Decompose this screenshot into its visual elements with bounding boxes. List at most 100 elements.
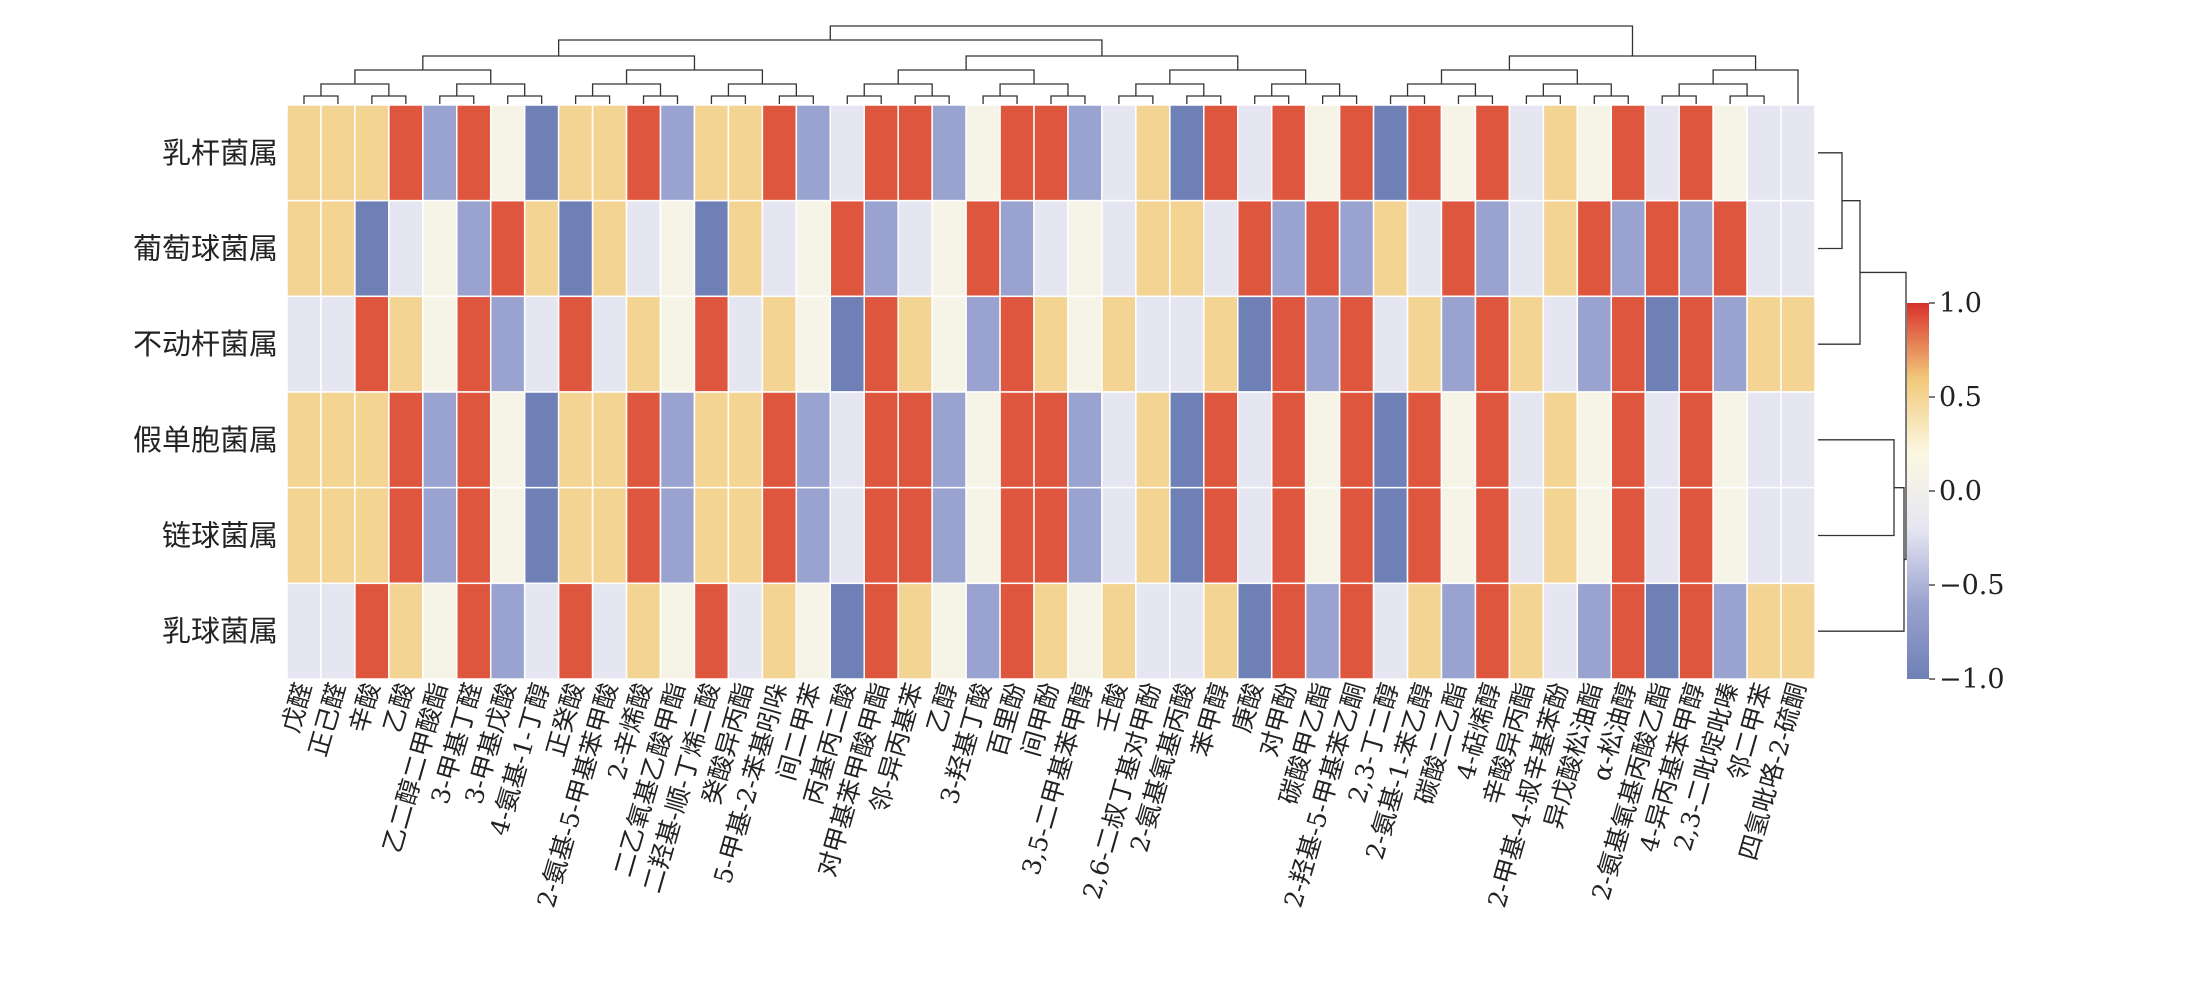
dendrogram-link — [303, 95, 339, 104]
dendrogram-link — [1678, 83, 1748, 96]
heatmap-cell — [761, 582, 798, 680]
dendrogram-link — [557, 39, 1103, 56]
heatmap-cell — [1372, 391, 1409, 489]
heatmap-cell — [999, 486, 1035, 585]
heatmap-cell — [727, 104, 764, 202]
heatmap-cell — [965, 295, 1001, 393]
heatmap-cell — [489, 295, 526, 393]
row-label: 葡萄球菌属 — [133, 232, 278, 266]
dendrogram-link — [710, 95, 747, 104]
heatmap-cell — [557, 391, 594, 489]
heatmap-cell — [591, 391, 628, 489]
heatmap-cell — [829, 199, 865, 298]
heatmap-cell — [1406, 199, 1443, 298]
heatmap-cell — [659, 391, 696, 489]
heatmap-cell — [863, 199, 899, 298]
dendrogram-link — [354, 69, 492, 84]
row-label: 假单胞菌属 — [133, 423, 278, 457]
dendrogram-link — [507, 95, 543, 104]
heatmap-cell — [523, 391, 560, 489]
dendrogram-link — [727, 83, 797, 96]
heatmap-cell — [863, 486, 899, 585]
heatmap-cell — [1169, 391, 1205, 489]
dendrogram-link — [914, 95, 950, 104]
heatmap-cell — [1203, 104, 1239, 202]
heatmap-cell — [1067, 104, 1103, 202]
heatmap-cell — [489, 104, 526, 202]
heatmap-cell — [965, 391, 1001, 489]
heatmap-cell — [795, 486, 832, 585]
heatmap-cell — [320, 104, 356, 202]
heatmap-cell — [1135, 582, 1171, 680]
dendrogram-link — [829, 25, 1634, 56]
heatmap-cell — [1678, 391, 1714, 489]
heatmap-cell — [999, 104, 1035, 202]
heatmap-cell — [897, 391, 933, 489]
heatmap-cell — [897, 199, 933, 298]
heatmap-cell — [1067, 582, 1103, 680]
dendrogram-link — [1169, 69, 1307, 84]
heatmap-cell — [965, 199, 1001, 298]
heatmap-cell — [1101, 582, 1137, 680]
heatmap-cell — [591, 295, 628, 393]
heatmap-cell — [1372, 104, 1409, 202]
heatmap-cell — [1270, 199, 1307, 298]
heatmap-cell — [1644, 199, 1680, 298]
heatmap-cell — [1712, 391, 1748, 489]
dendrogram-link — [1818, 439, 1895, 537]
heatmap-cell — [320, 199, 356, 298]
heatmap-cell — [693, 582, 730, 680]
heatmap-cell — [1542, 295, 1579, 393]
heatmap-cell — [557, 199, 594, 298]
heatmap-cell — [1746, 104, 1782, 202]
heatmap-cell — [1101, 391, 1137, 489]
heatmap-cell — [354, 199, 390, 298]
heatmap-cell — [1644, 391, 1680, 489]
heatmap-cell — [829, 486, 865, 585]
heatmap-cell — [1067, 295, 1103, 393]
heatmap-cell — [1712, 295, 1748, 393]
dendrogram-link — [778, 95, 814, 104]
heatmap-cell — [795, 582, 832, 680]
heatmap-cell — [1270, 391, 1307, 489]
heatmap-cell — [999, 199, 1035, 298]
heatmap-cell — [1372, 199, 1409, 298]
heatmap-cell — [1678, 295, 1714, 393]
heatmap-cell — [1101, 486, 1137, 585]
heatmap-cell — [659, 295, 696, 393]
dendrogram-link — [1050, 95, 1086, 104]
heatmap-cell — [965, 486, 1001, 585]
heatmap-cell — [1169, 104, 1205, 202]
heatmap-cell — [1644, 486, 1680, 585]
heatmap-cell — [1746, 295, 1782, 393]
heatmap-cell — [1304, 582, 1341, 680]
heatmap-cell — [965, 582, 1001, 680]
heatmap-cell — [1338, 582, 1375, 680]
heatmap-cell — [354, 295, 390, 393]
heatmap-cell — [829, 104, 865, 202]
heatmap-cell — [1203, 582, 1239, 680]
heatmap-cell — [727, 295, 764, 393]
heatmap-cell — [1338, 295, 1375, 393]
heatmap-cell — [286, 391, 322, 489]
heatmap-cell — [1135, 391, 1171, 489]
heatmap-cell — [1780, 295, 1816, 393]
dendrogram-link — [1508, 55, 1757, 70]
heatmap-cell — [1338, 199, 1375, 298]
heatmap-cell — [354, 391, 390, 489]
heatmap-cell — [320, 486, 356, 585]
heatmap-cell — [286, 199, 322, 298]
heatmap-cell — [1712, 104, 1748, 202]
heatmap-cell — [761, 486, 798, 585]
heatmap-cell — [1508, 582, 1545, 680]
heatmap-cell — [1576, 486, 1613, 585]
heatmap-cell — [1304, 104, 1341, 202]
colorbar: 1.0 0.5 0.0 −0.5 −1.0 — [1907, 288, 2005, 695]
dendrogram-link — [863, 83, 933, 96]
heatmap-cell — [1678, 486, 1714, 585]
heatmap-cell — [1304, 295, 1341, 393]
heatmap-cell — [1338, 486, 1375, 585]
heatmap-cell — [999, 295, 1035, 393]
heatmap-cell — [1101, 199, 1137, 298]
heatmap-cell — [931, 391, 967, 489]
